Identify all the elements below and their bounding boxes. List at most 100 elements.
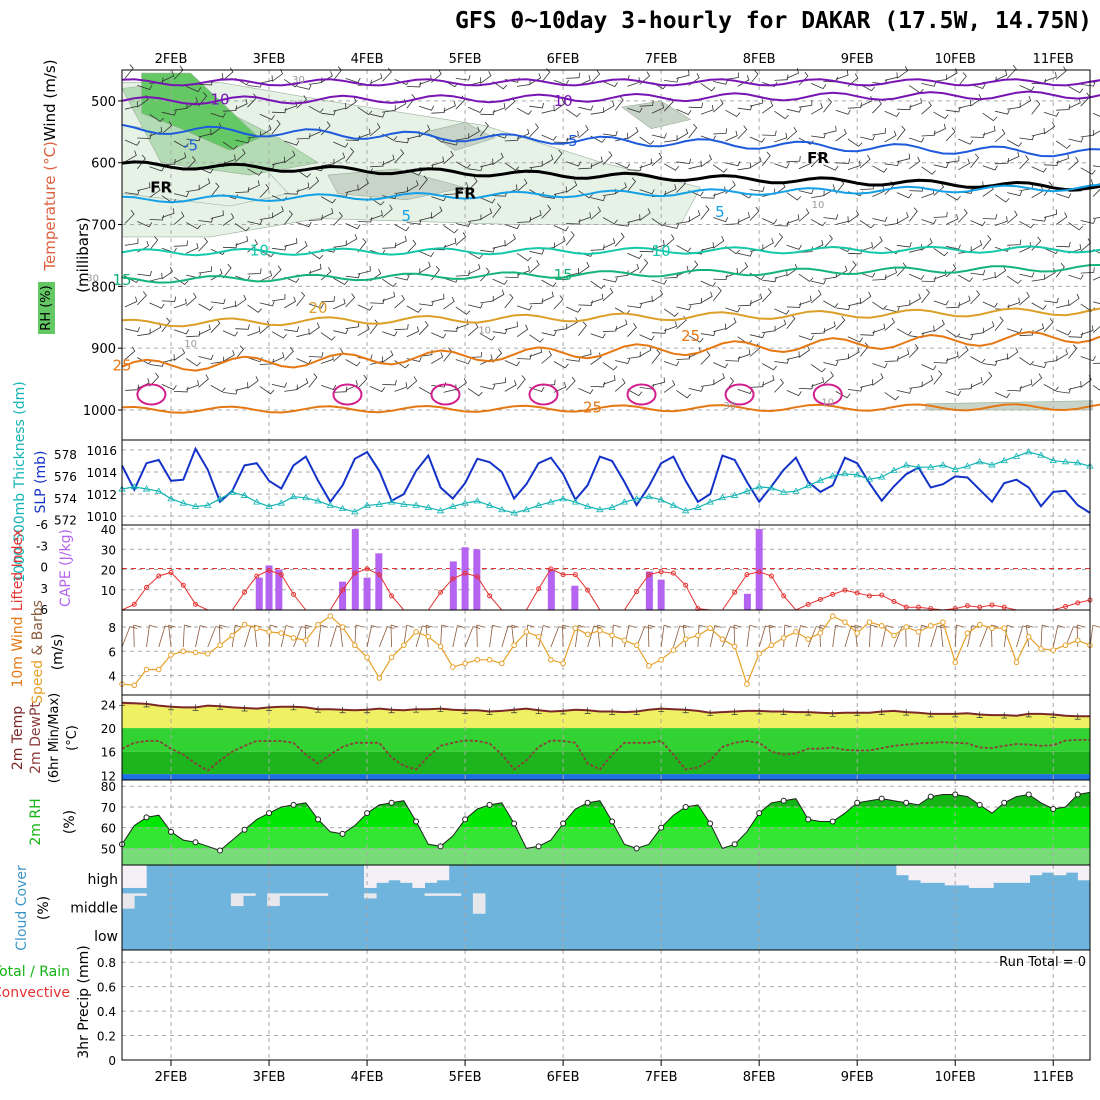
- wind-barb: [921, 166, 936, 175]
- wind-barb: [320, 332, 336, 341]
- wind-barb: [468, 303, 483, 309]
- wind-barb: [394, 98, 407, 111]
- wind-barb: [908, 85, 924, 94]
- wind-barb: [749, 136, 765, 143]
- wind-barb: [847, 386, 863, 392]
- wind-barb: [921, 130, 936, 137]
- wind-speed-marker: [964, 630, 971, 636]
- thickness-marker: [841, 470, 849, 477]
- wind-barb: [529, 260, 540, 274]
- wind-barb: [700, 330, 716, 336]
- wind-barb: [1031, 166, 1047, 173]
- wind-barb: [136, 154, 146, 170]
- pressure-tick: 700: [91, 219, 116, 234]
- slp-panel: 572 574 576 578 1010 1012 1014 1016: [54, 439, 1094, 528]
- wind-barb: [737, 104, 753, 111]
- wind-barb: [578, 212, 592, 222]
- wind-barb: [332, 66, 342, 81]
- cloud-mid-gap: [279, 893, 292, 896]
- wind-barb: [345, 359, 361, 367]
- lifted-index-marker: [1062, 603, 1068, 609]
- wind-barb: [370, 298, 385, 304]
- wind-barb: [492, 81, 508, 90]
- wind-barb: [676, 315, 687, 330]
- wind-barb: [1019, 291, 1030, 306]
- wind-barb: [222, 242, 238, 249]
- wind-barb: [455, 378, 467, 391]
- thickness-marker: [289, 492, 298, 500]
- thickness-marker: [326, 501, 335, 508]
- precip-tick: 0.2: [97, 1030, 116, 1044]
- thickness-marker: [436, 507, 445, 514]
- wind-barb: [712, 373, 725, 385]
- surface-wind-barb: [795, 625, 808, 648]
- wind-barb: [406, 180, 419, 192]
- wind-barb: [627, 214, 641, 223]
- wind-barb: [370, 161, 384, 168]
- wind-speed-marker: [1038, 646, 1044, 652]
- temp-minmax-bar: [413, 706, 420, 713]
- thickness-marker: [681, 507, 690, 514]
- wind-speed-marker: [829, 613, 836, 619]
- wind-barb: [259, 184, 270, 198]
- top-date-tick: 11FEB: [1033, 52, 1074, 67]
- temp-contour-30: [812, 383, 843, 406]
- wind-barb: [504, 234, 516, 247]
- wind-barb: [271, 331, 287, 339]
- cloud-mid-gap: [291, 893, 304, 896]
- cloud-high-gap: [981, 865, 994, 888]
- wind-speed-marker: [793, 629, 799, 635]
- cloud-high-gap: [122, 865, 135, 888]
- thickness-marker: [461, 499, 469, 506]
- wind-barb: [761, 288, 772, 303]
- wind-speed-marker: [168, 652, 174, 658]
- wind-barb: [443, 150, 454, 165]
- rh-shading: [327, 168, 466, 201]
- wind-speed-marker: [143, 666, 150, 673]
- wind-barb: [492, 377, 506, 385]
- wind-barb: [467, 322, 479, 337]
- wind-barb: [872, 301, 887, 310]
- wind-barb: [786, 390, 802, 397]
- cape-bar: [255, 577, 263, 610]
- wind-barb: [958, 138, 974, 145]
- wind-barb: [921, 81, 937, 87]
- wind-speed-marker: [1001, 625, 1008, 632]
- wind-barb: [676, 305, 692, 311]
- wind-speed-marker: [535, 633, 542, 640]
- wind-barb: [639, 208, 651, 221]
- wind-barb: [553, 235, 566, 248]
- wind-barb: [529, 298, 544, 305]
- wind-barb: [443, 225, 459, 234]
- wind-barb: [1068, 293, 1080, 307]
- wind-barb: [749, 381, 764, 388]
- wind-speed-marker: [204, 650, 211, 657]
- temp-band: [122, 702, 1090, 705]
- wind-barb: [884, 218, 899, 226]
- cape-bar: [265, 565, 273, 610]
- wind-barb: [1068, 222, 1083, 231]
- wind-speed-marker: [327, 613, 334, 619]
- wind-barb: [688, 160, 702, 170]
- wind-barb: [933, 182, 945, 196]
- wind-barb: [811, 132, 826, 139]
- wind-barb: [492, 289, 505, 302]
- wind-barb: [909, 273, 925, 280]
- surface-wind-barb: [464, 626, 481, 648]
- wind-barb: [406, 305, 422, 313]
- wind-barb: [835, 316, 846, 330]
- wind-barb: [271, 156, 286, 166]
- wind-barb: [516, 252, 532, 262]
- wind-barb: [1006, 210, 1018, 224]
- wind-barb: [884, 392, 900, 401]
- wind-barb: [798, 273, 814, 283]
- thickness-marker: [351, 508, 359, 515]
- wind-speed-marker: [976, 621, 983, 628]
- thickness-marker: [743, 487, 751, 494]
- wind-barb: [957, 72, 967, 87]
- wind-barb: [480, 354, 493, 365]
- wind-barb: [198, 266, 212, 274]
- wind-barb: [149, 236, 159, 251]
- surface-wind-barb: [476, 624, 484, 648]
- pressure-tick: 1000: [83, 404, 116, 419]
